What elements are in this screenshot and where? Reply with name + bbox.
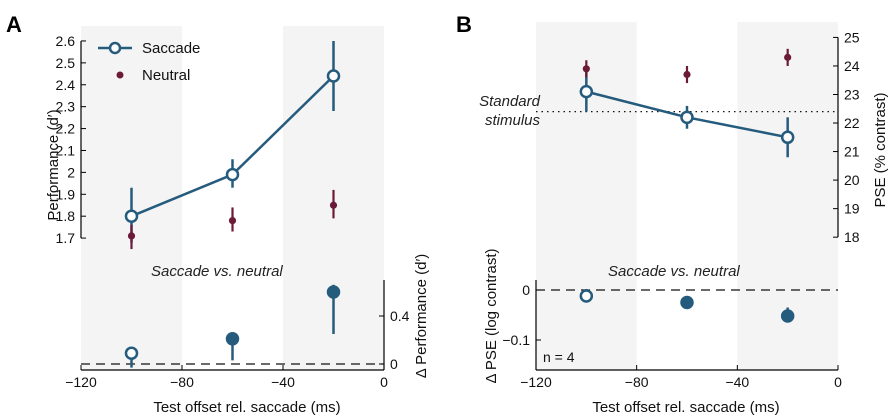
x-tick-label: −40 [271,374,295,390]
main-y-tick-label: 2.5 [56,55,76,71]
main-y-tick-label: 21 [844,144,860,160]
main-y-tick-label: 2 [67,164,75,180]
x-tick-label: −80 [170,374,194,390]
main-y-tick-label: 23 [844,86,860,102]
delta-point [124,346,139,360]
delta-point [680,295,694,310]
delta-point [225,332,240,346]
main-y-tick-label: 20 [844,172,860,188]
x-tick-label: 0 [380,374,388,390]
panel-b-shading [536,22,838,370]
panel-b-x-axis-label: Test offset rel. saccade (ms) [592,399,779,416]
panel-b: B 18 19 20 21 22 23 24 25 0 −0.1 −120 −80 −40 0 Sta… [456,12,888,416]
panel-a-delta-axis-label: Δ Performance (d′) [413,254,430,379]
panel-a-legend: Saccade Neutral [98,40,200,84]
legend-saccade-marker [108,41,122,55]
legend-saccade-label: Saccade [142,40,200,57]
main-y-tick-label: 18 [844,229,860,245]
main-y-tick-label: 1.9 [56,186,76,202]
panel-b-label: B [456,12,472,37]
delta-y-tick-label: 0 [390,356,398,372]
panel-b-difference-annotation: Saccade vs. neutral [608,263,740,280]
panel-b-x-ticks: −120 −80 −40 0 [520,365,842,390]
panel-b-y-ticks: 18 19 20 21 22 23 24 25 [833,29,860,245]
delta-point [780,309,795,323]
panel-a-axes [80,40,385,371]
panel-b-marks [536,48,838,323]
legend-neutral-marker [116,71,124,79]
panel-b-y-axis-label: PSE (% contrast) [872,92,888,207]
panel-a-marks [81,40,384,368]
n-label: n = 4 [543,349,575,365]
legend-neutral-label: Neutral [142,67,190,84]
panel-a-x-axis-label: Test offset rel. saccade (ms) [153,399,340,416]
main-y-tick-label: 2.1 [56,142,76,158]
main-y-tick-label: 1.7 [56,230,76,246]
x-tick-label: −80 [625,374,649,390]
delta-y-tick-label: −0.1 [502,332,530,348]
main-y-tick-label: 2.3 [56,99,76,115]
saccade-point [326,69,341,83]
neutral-point [127,232,136,240]
main-y-tick-label: 22 [844,115,860,131]
delta-point [326,285,341,299]
standard-stimulus-label-line1: Standard [479,93,541,110]
main-y-tick-label: 2.4 [56,77,76,93]
main-y-tick-label: 24 [844,58,860,74]
x-tick-label: −40 [725,374,749,390]
panel-b-axes [535,37,839,371]
x-tick-label: 0 [834,374,842,390]
panel-b-delta-axis-label: Δ PSE (log contrast) [483,248,500,383]
main-y-tick-label: 25 [844,29,860,45]
panel-a: A 1.71.81.922.12.22.32.42.52.6 00.4 −120… [6,12,430,416]
neutral-point [582,65,590,73]
delta-point [579,289,594,303]
panel-a-x-ticks: −120 −80 −40 0 [65,365,388,390]
saccade-point [225,167,240,182]
panel-b-delta-ticks: 0 −0.1 [502,282,541,348]
neutral-point [329,201,338,209]
panel-a-difference-annotation: Saccade vs. neutral [151,263,283,280]
x-tick-label: −120 [520,374,552,390]
neutral-point [683,70,691,79]
main-y-tick-label: 1.8 [56,208,76,224]
panel-a-y-ticks: 1.7 1.8 1.9 2 2.1 2.2 2.3 2.4 2.5 2.6 [56,33,86,246]
neutral-point [784,53,792,61]
saccade-point [680,110,694,125]
saccade-point [780,130,795,145]
main-y-tick-label: 19 [844,201,860,217]
x-tick-label: −120 [65,374,97,390]
saccade-point [579,84,594,99]
delta-y-tick-label: 0.4 [390,308,410,324]
delta-y-tick-label: 0 [522,282,530,298]
neutral-point [228,216,237,225]
main-y-tick-label: 2.6 [56,33,76,49]
saccade-point [124,209,139,223]
panel-a-y-axis-label: Performance (d′) [45,109,62,220]
panel-a-delta-ticks: 00.4 [379,308,410,372]
main-y-tick-label: 2.2 [56,121,76,137]
panel-a-label: A [6,12,22,37]
standard-stimulus-label-line2: stimulus [485,112,541,129]
